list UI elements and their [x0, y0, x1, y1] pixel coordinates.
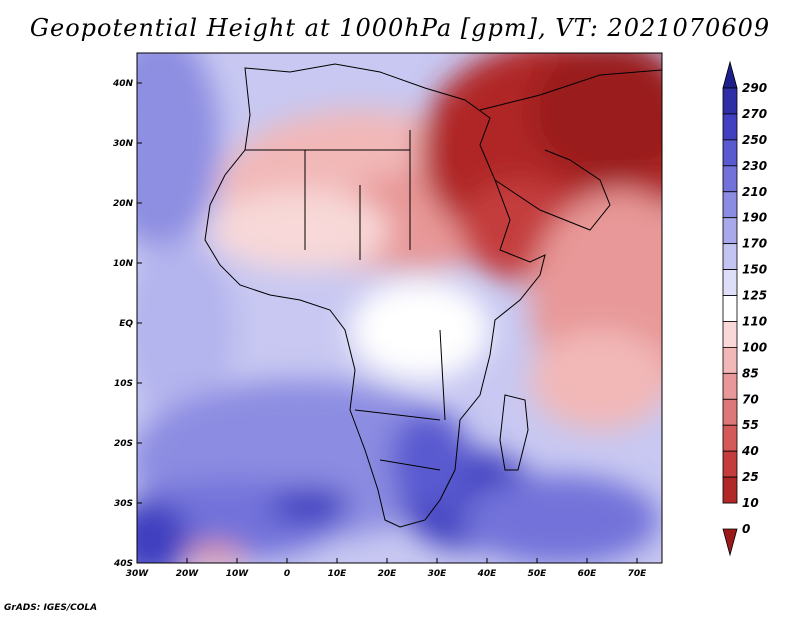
colorbar-swatch [722, 424, 738, 452]
colorbar-label: 150 [742, 263, 767, 277]
colorbar-label: 10 [742, 496, 759, 510]
y-tick-label: 30N [113, 139, 134, 149]
colorbar-label: 110 [742, 314, 767, 328]
colorbar-bottom-arrow [722, 528, 738, 557]
x-tick-label: 30E [428, 569, 448, 579]
x-tick-label: 30W [126, 569, 150, 579]
colorbar-swatch [722, 476, 738, 504]
geopotential-field [137, 53, 662, 563]
y-tick-label: 10S [114, 379, 133, 389]
y-axis: 40N 30N 20N 10N EQ 10S 20S 30S 40S [112, 79, 142, 569]
colorbar-label: 40 [741, 444, 759, 458]
x-tick-label: 50E [528, 569, 548, 579]
colorbar-label: 0 [742, 522, 750, 536]
colorbar-swatch [722, 295, 738, 322]
colorbar-swatch [722, 87, 738, 115]
x-tick-label: 40E [477, 569, 498, 579]
chart-title: Geopotential Height at 1000hPa [gpm], VT… [29, 14, 771, 42]
x-tick-label: 20W [176, 569, 200, 579]
colorbar-label: 230 [742, 159, 767, 173]
y-tick-label: EQ [119, 319, 133, 329]
colorbar-label: 270 [742, 107, 767, 121]
x-tick-label: 10E [328, 569, 348, 579]
colorbar-label: 70 [742, 392, 759, 406]
colorbar-swatch [722, 398, 738, 426]
colorbar-label: 25 [742, 470, 759, 484]
y-tick-label: 40S [113, 559, 133, 569]
colorbar-swatch [722, 372, 738, 400]
colorbar-label: 190 [742, 211, 767, 225]
colorbar-swatch [722, 113, 738, 141]
coastlines [204, 63, 662, 528]
colorbar-swatch [722, 347, 738, 374]
x-axis: 30W 20W 10W 0 10E 20E 30E 40E 50E 60E 70E [126, 558, 647, 579]
x-tick-label: 70E [628, 569, 648, 579]
y-tick-label: 20N [113, 199, 134, 209]
colorbar-label: 85 [742, 366, 759, 380]
x-tick-label: 60E [578, 569, 598, 579]
y-tick-label: 40N [112, 79, 134, 89]
x-tick-label: 10W [226, 569, 250, 579]
colorbar: 2902702502302101901701501251101008570554… [722, 60, 767, 557]
y-tick-label: 10N [113, 259, 134, 269]
y-tick-label: 30S [114, 499, 133, 509]
colorbar-top-arrow [722, 60, 738, 89]
colorbar-swatch [722, 139, 738, 167]
x-tick-label: 20E [378, 569, 398, 579]
colorbar-swatch [722, 269, 738, 296]
colorbar-swatch [722, 165, 738, 193]
colorbar-swatch [722, 217, 738, 245]
colorbar-swatch [722, 243, 738, 270]
colorbar-label: 100 [742, 340, 767, 354]
colorbar-label: 210 [742, 185, 767, 199]
colorbar-label: 55 [742, 418, 759, 432]
y-tick-label: 20S [114, 439, 133, 449]
map-frame [136, 52, 663, 564]
colorbar-label: 125 [742, 289, 767, 303]
colorbar-label: 290 [742, 81, 767, 95]
colorbar-swatch [722, 321, 738, 348]
colorbar-label: 170 [742, 237, 767, 251]
grads-credit: GrADS: IGES/COLA [4, 603, 98, 613]
colorbar-swatch [722, 450, 738, 478]
x-tick-label: 0 [284, 569, 290, 579]
colorbar-swatch [722, 191, 738, 219]
colorbar-label: 250 [742, 133, 767, 147]
